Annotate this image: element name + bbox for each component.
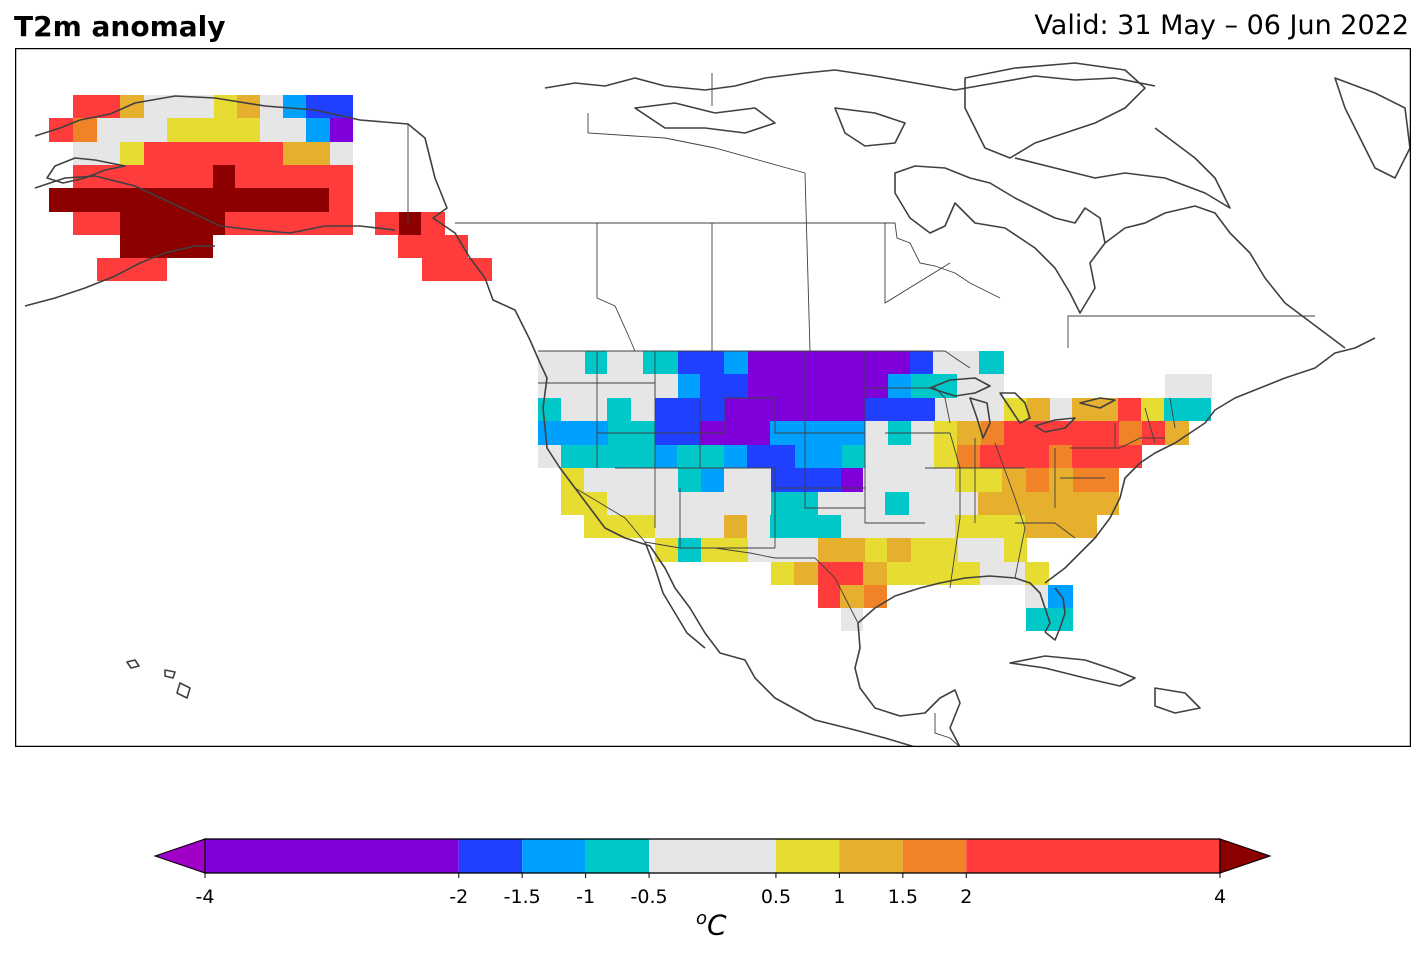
colorbar-tick-label: 1.5: [888, 886, 918, 908]
colorbar-tick-label: 2: [960, 886, 972, 908]
colorbar-bin: [775, 839, 840, 873]
colorbar-tick-label: 4: [1214, 886, 1226, 908]
colorbar-bin: [902, 839, 967, 873]
colorbar-bin: [458, 839, 523, 873]
coastlines: [24, 62, 1411, 747]
map-frame: [15, 48, 1411, 747]
anomaly-map: [15, 48, 1411, 747]
colorbar-bins: [205, 839, 1220, 873]
colorbar-ticks: -4 -2 -1.5 -1 -0.5 0.5 1 1.5 2 4: [196, 873, 1226, 908]
colorbar-frame: [204, 838, 1221, 874]
colorbar-tick-label: -4: [196, 886, 215, 908]
colorbar: -4 -2 -1.5 -1 -0.5 0.5 1 1.5 2 4: [153, 838, 1272, 908]
colorbar-tick-label: -1.5: [504, 886, 541, 908]
political-borders: [407, 73, 1315, 747]
anomaly-cells: [49, 95, 1212, 631]
unit-label: oC: [696, 908, 727, 942]
colorbar-bin: [839, 839, 903, 873]
colorbar-bin: [649, 839, 776, 873]
colorbar-bin: [966, 839, 1220, 873]
colorbar-tick-label: 1: [833, 886, 845, 908]
chart-title: T2m anomaly: [14, 10, 226, 43]
colorbar-tick-label: -0.5: [631, 886, 668, 908]
colorbar-under-arrow: [153, 838, 206, 874]
colorbar-tick-label: -2: [449, 886, 468, 908]
colorbar-tick-label: -1: [576, 886, 595, 908]
colorbar-bin: [585, 839, 650, 873]
colorbar-bin: [522, 839, 586, 873]
colorbar-bin: [205, 839, 459, 873]
colorbar-over-arrow: [1219, 838, 1272, 874]
colorbar-tick-label: 0.5: [761, 886, 791, 908]
valid-date: Valid: 31 May – 06 Jun 2022: [1034, 10, 1409, 41]
